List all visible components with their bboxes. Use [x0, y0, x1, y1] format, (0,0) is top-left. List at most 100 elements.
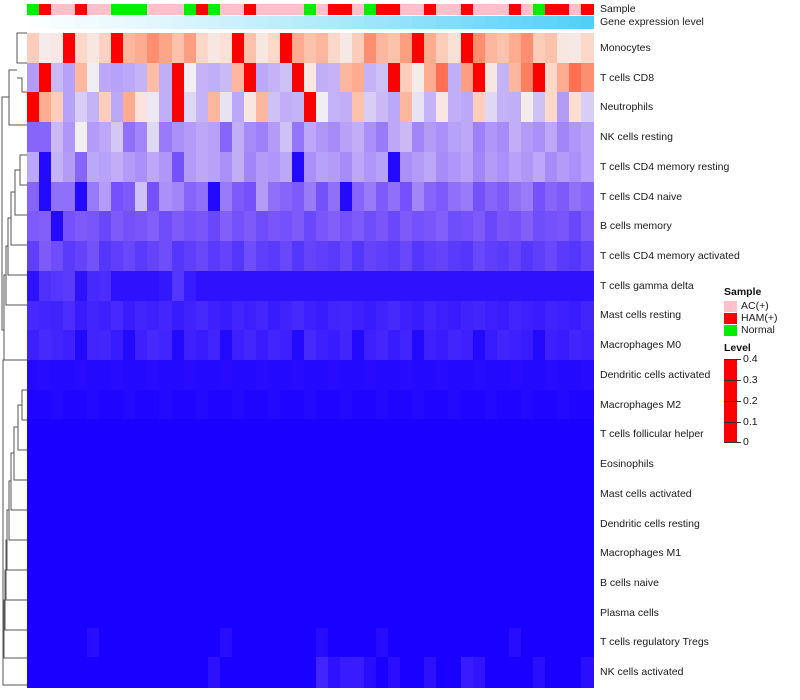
- heatmap-cell: [508, 538, 522, 569]
- heatmap-cell: [472, 419, 486, 450]
- heatmap-cell: [496, 62, 510, 94]
- heatmap-cell: [448, 508, 462, 539]
- heatmap-cell: [544, 151, 558, 183]
- heatmap-cell: [111, 241, 124, 272]
- heatmap-cell: [412, 478, 425, 510]
- heatmap-cell: [328, 241, 341, 272]
- heatmap-cell: [376, 478, 389, 510]
- heatmap-cell: [63, 300, 76, 331]
- heatmap-cell: [436, 508, 450, 539]
- heatmap-cell: [135, 92, 149, 123]
- heatmap-cell: [231, 449, 245, 480]
- heatmap-cell: [484, 508, 498, 539]
- heatmap-cell: [135, 122, 149, 153]
- heatmap-cell: [448, 92, 462, 123]
- heatmap-cell: [328, 508, 341, 539]
- heatmap-cell: [340, 330, 353, 361]
- heatmap-cell: [508, 92, 522, 123]
- heatmap-cell: [340, 449, 353, 480]
- heatmap-cell: [520, 627, 534, 658]
- legend-item-label: Normal: [741, 323, 775, 336]
- heatmap-cell: [424, 270, 438, 302]
- heatmap-cell: [87, 122, 100, 153]
- heatmap-cell: [75, 449, 88, 480]
- heatmap-cell: [195, 211, 209, 242]
- heatmap-cell: [207, 389, 221, 421]
- sample-annotation-cell: [436, 4, 450, 15]
- heatmap-cell: [27, 211, 40, 242]
- heatmap-cell: [243, 508, 257, 539]
- heatmap-cell: [328, 538, 341, 569]
- heatmap-cell: [63, 241, 76, 272]
- heatmap-cell: [231, 538, 245, 569]
- gene-expression-cell: [496, 16, 510, 29]
- heatmap-cell: [123, 419, 136, 450]
- heatmap-cell: [472, 389, 486, 421]
- heatmap-cell: [316, 181, 329, 212]
- gene-expression-cell: [87, 16, 100, 29]
- heatmap-cell: [532, 449, 546, 480]
- heatmap-cell: [412, 389, 425, 421]
- heatmap-cell: [436, 241, 450, 272]
- heatmap-cell: [508, 122, 522, 153]
- heatmap-cell: [412, 181, 425, 212]
- heatmap-cell: [291, 508, 305, 539]
- heatmap-cell: [267, 449, 281, 480]
- heatmap-cell: [27, 657, 40, 688]
- heatmap-cell: [267, 597, 281, 629]
- heatmap-cell: [303, 360, 317, 391]
- heatmap-cell: [448, 389, 462, 421]
- heatmap-cell: [328, 270, 341, 302]
- heatmap-cell: [267, 241, 281, 272]
- heatmap-cell: [496, 33, 510, 64]
- heatmap-cell: [436, 360, 450, 391]
- heatmap-cell: [424, 538, 438, 569]
- heatmap-cell: [147, 449, 161, 480]
- heatmap-cell: [207, 300, 221, 331]
- heatmap-cell: [171, 657, 185, 688]
- heatmap-cell: [171, 33, 185, 64]
- heatmap-cell: [544, 568, 558, 599]
- heatmap-cell: [484, 211, 498, 242]
- heatmap-cell: [580, 449, 594, 480]
- heatmap-cell: [364, 389, 377, 421]
- heatmap-cell: [123, 478, 136, 510]
- heatmap-cell: [219, 181, 233, 212]
- sample-annotation-cell: [171, 4, 185, 15]
- heatmap-cell: [255, 300, 269, 331]
- heatmap-cell: [279, 241, 293, 272]
- heatmap-cell: [255, 627, 269, 658]
- heatmap-cell: [195, 270, 209, 302]
- heatmap-cell: [219, 211, 233, 242]
- heatmap-cell: [496, 568, 510, 599]
- heatmap-cell: [255, 508, 269, 539]
- heatmap-cell: [316, 419, 329, 450]
- heatmap-cell: [328, 478, 341, 510]
- heatmap-cell: [448, 627, 462, 658]
- heatmap-cell: [63, 449, 76, 480]
- row-label: Eosinophils: [600, 458, 654, 471]
- heatmap-cell: [436, 389, 450, 421]
- heatmap-cell: [496, 92, 510, 123]
- heatmap-cell: [400, 449, 413, 480]
- heatmap-cell: [147, 478, 161, 510]
- heatmap-cell: [111, 389, 124, 421]
- gene-expression-cell: [424, 16, 438, 29]
- heatmap-cell: [207, 122, 221, 153]
- heatmap-cell: [291, 568, 305, 599]
- heatmap-cell: [472, 33, 486, 64]
- heatmap-cell: [39, 300, 52, 331]
- heatmap-cell: [171, 151, 185, 183]
- heatmap-cell: [532, 597, 546, 629]
- heatmap-cell: [51, 419, 64, 450]
- heatmap-cell: [400, 657, 413, 688]
- heatmap-cell: [424, 389, 438, 421]
- heatmap-cell: [556, 657, 570, 688]
- heatmap-cell: [484, 360, 498, 391]
- heatmap-cell: [75, 568, 88, 599]
- heatmap-cell: [520, 449, 534, 480]
- heatmap-cell: [496, 538, 510, 569]
- heatmap-cell: [364, 92, 377, 123]
- heatmap-cell: [99, 270, 112, 302]
- heatmap-cell: [508, 508, 522, 539]
